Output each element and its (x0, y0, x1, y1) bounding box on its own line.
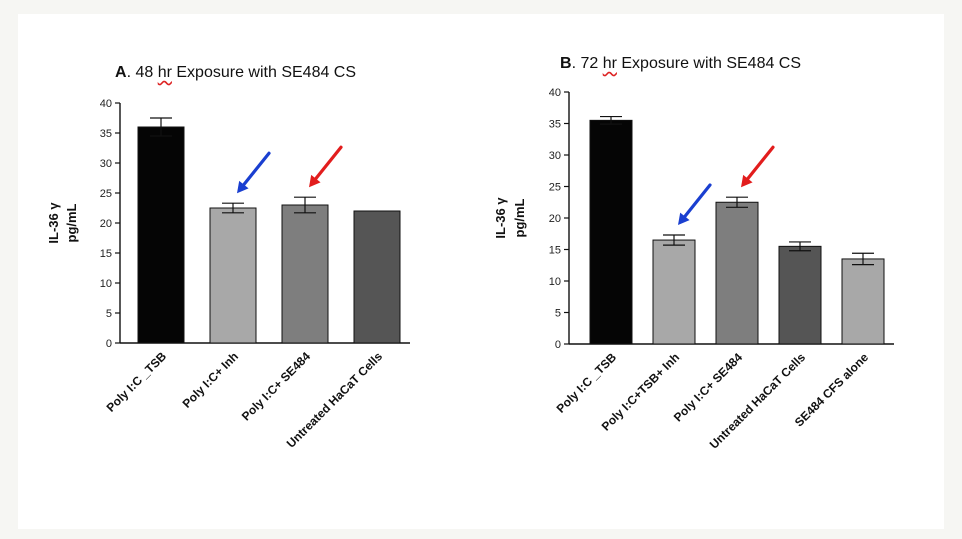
chart-b-y-label-line1: IL-36 γ (493, 197, 508, 239)
chart-a-y-tick-label: 0 (106, 338, 112, 350)
chart-b-blue-arrow (678, 183, 712, 226)
chart-a-blue-arrow (237, 151, 271, 194)
chart-a-y-tick-label: 20 (100, 218, 112, 230)
chart-a-y-tick-label: 10 (100, 278, 112, 290)
chart-b-y-label-line2: pg/mL (512, 198, 527, 237)
arrow-shaft (745, 145, 775, 182)
chart-a-red-arrow (309, 145, 343, 188)
chart-b-title-hr: hr (602, 55, 617, 72)
chart-b-y-tick-label: 40 (549, 87, 561, 99)
chart-b-y-tick-label: 5 (555, 308, 561, 320)
chart-b-y-tick-label: 20 (549, 213, 561, 225)
arrow-head (309, 174, 321, 188)
chart-b-title-post: Exposure with SE484 CS (616, 55, 802, 72)
chart-b-y-tick-label: 0 (555, 339, 561, 351)
arrow-head (741, 174, 753, 188)
chart-b-bar (841, 258, 885, 345)
chart-a-category-label: Poly I:C _TSB (104, 349, 170, 415)
chart-b-title-pre: . 72 (571, 55, 603, 72)
chart-a-title-letter: A (115, 64, 127, 81)
chart-b-bar (715, 201, 759, 345)
chart-a-y-tick-label: 40 (100, 98, 112, 110)
chart-b-title: B. 72 hr Exposure with SE484 CS (560, 55, 801, 73)
chart-a-title: A. 48 hr Exposure with SE484 CS (115, 64, 356, 82)
chart-a-y-tick-label: 35 (100, 128, 112, 140)
chart-a-bar (137, 126, 185, 344)
chart-a-bar (209, 207, 257, 344)
arrow-shaft (241, 151, 271, 188)
chart-b-y-tick-label: 25 (549, 182, 561, 194)
arrow-head (237, 180, 249, 194)
chart-b-y-tick-label: 10 (549, 276, 561, 288)
chart-a-y-label-line1: IL-36 γ (46, 202, 61, 244)
chart-a-title-pre: . 48 (126, 64, 158, 81)
chart-b-red-arrow (741, 145, 775, 188)
chart-a-y-tick-label: 25 (100, 188, 112, 200)
chart-a-y-tick-label: 15 (100, 248, 112, 260)
chart-b-y-tick-label: 15 (549, 245, 561, 257)
chart-b-bar (778, 245, 822, 345)
chart-b-category-label: Poly I:C _TSB (554, 350, 620, 416)
chart-a-y-tick-label: 30 (100, 158, 112, 170)
chart-a-bar (281, 204, 329, 344)
chart-b-y-tick-label: 30 (549, 150, 561, 162)
chart-b-bar (589, 119, 633, 345)
chart-a-title-hr: hr (157, 64, 172, 81)
chart-a-y-tick-label: 5 (106, 308, 112, 320)
chart-a-bar (353, 210, 401, 344)
chart-a-y-label-line2: pg/mL (64, 203, 79, 242)
chart-b-title-letter: B (560, 55, 572, 72)
arrow-shaft (682, 183, 712, 220)
chart-b-bar (652, 239, 696, 345)
chart-a-category-label: Poly I:C+ SE484 (239, 349, 314, 424)
chart-b-y-tick-label: 35 (549, 119, 561, 131)
arrow-shaft (313, 145, 343, 182)
arrow-head (678, 212, 690, 226)
chart-a-category-label: Poly I:C+ Inh (180, 349, 242, 411)
chart-a-title-post: Exposure with SE484 CS (171, 64, 357, 81)
